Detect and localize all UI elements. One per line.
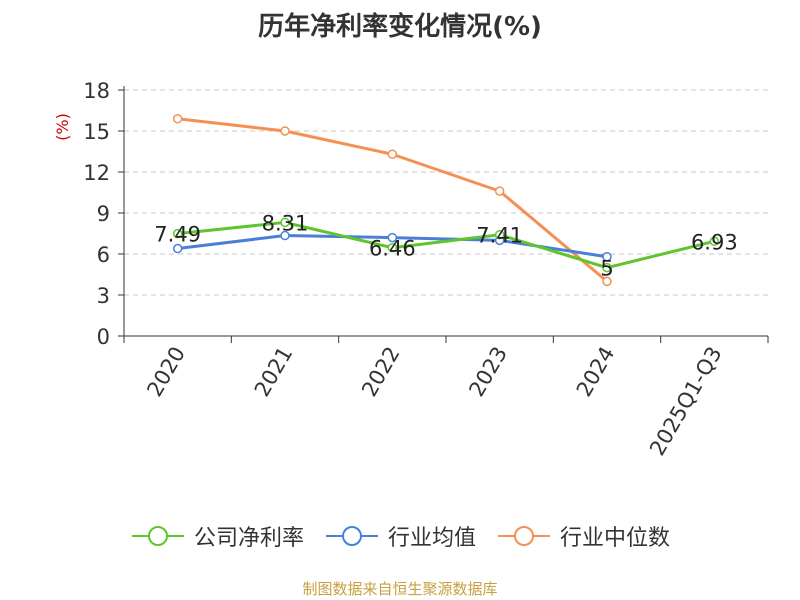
series-point-0: [709, 236, 720, 247]
series-point-0: [280, 217, 290, 228]
chart-title: 历年净利率变化情况(%): [258, 12, 542, 42]
series-point-1: [280, 230, 290, 241]
series-point-0: [387, 242, 398, 253]
legend-swatch-industry-mean: [325, 526, 378, 546]
legend-swatch-industry-median: [498, 526, 550, 546]
series-point-2: [387, 149, 398, 159]
series-point-2: [172, 113, 183, 124]
x-tick-label: 2024: [572, 343, 620, 401]
series-line-0: [177, 220, 715, 270]
data-source-note: 制图数据来自恒生聚源数据库: [302, 580, 498, 598]
y-tick-label: 18: [83, 79, 110, 103]
legend: 公司净利率 行业均值 行业中位数: [0, 520, 800, 552]
x-tick-label: 2020: [142, 343, 190, 401]
series-point-1: [387, 232, 398, 243]
y-tick-label: 6: [97, 243, 110, 267]
legend-label-company: 公司净利率: [193, 526, 304, 551]
series-point-0: [172, 228, 183, 239]
y-tick-label: 15: [83, 120, 110, 144]
x-tick-label: 2021: [250, 343, 298, 401]
legend-item-company[interactable]: 公司净利率: [130, 520, 304, 552]
series-point-0: [602, 262, 612, 273]
series-point-2: [602, 276, 612, 287]
legend-label-industry-mean: 行业均值: [387, 526, 476, 551]
x-tick-label: 2023: [464, 342, 512, 400]
y-axis-label: (%): [53, 113, 72, 141]
data-label: 6.93: [691, 230, 738, 254]
series-point-2: [280, 126, 290, 136]
series-point-0: [494, 229, 505, 240]
series-point-1: [172, 243, 183, 254]
data-label: 5: [600, 257, 613, 281]
legend-swatch-company: [131, 526, 184, 546]
legend-label-industry-median: 行业中位数: [560, 526, 671, 551]
data-label: 7.49: [154, 223, 201, 247]
legend-item-industry-median[interactable]: 行业中位数: [496, 520, 670, 552]
data-label: 8.31: [262, 211, 309, 235]
legend-item-industry-mean[interactable]: 行业均值: [324, 520, 476, 552]
series-point-1: [602, 251, 612, 262]
y-tick-label: 9: [97, 202, 110, 226]
x-tick-label: 2022: [357, 343, 405, 401]
data-label: 6.46: [369, 237, 416, 261]
y-tick-label: 3: [97, 284, 110, 308]
data-label: 7.41: [476, 224, 523, 248]
y-tick-label: 0: [97, 325, 110, 349]
y-tick-label: 12: [83, 161, 110, 185]
x-tick-label: 2025Q1-Q3: [645, 343, 727, 460]
series-point-2: [494, 186, 505, 196]
